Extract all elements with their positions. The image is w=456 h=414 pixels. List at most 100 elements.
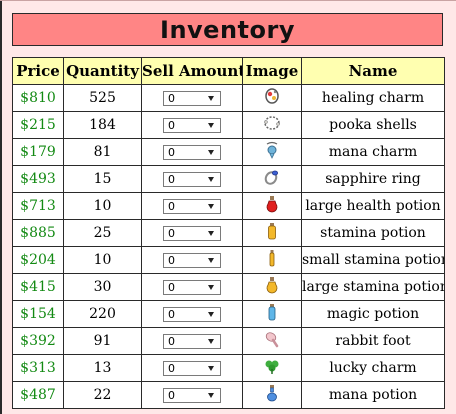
- inventory-table-body: $810 525 0 healing charm $215 184 0 pooka shell…: [12, 84, 445, 409]
- price-cell: $493: [12, 165, 64, 193]
- item-image-cell: [242, 111, 302, 139]
- dropdown-arrow-icon: [208, 311, 214, 317]
- sell-amount-select[interactable]: 0: [163, 306, 221, 322]
- price-cell: $415: [12, 273, 64, 301]
- item-name-cell: lucky charm: [301, 354, 445, 382]
- dropdown-arrow-icon: [208, 257, 214, 263]
- dropdown-arrow-icon: [208, 122, 214, 128]
- price-cell: $885: [12, 219, 64, 247]
- price-cell: $392: [12, 327, 64, 355]
- page-title: Inventory: [160, 15, 295, 44]
- quantity-cell: 30: [63, 273, 142, 301]
- table-row: $313 13 0 lucky charm: [12, 354, 445, 382]
- item-name-cell: sapphire ring: [301, 165, 445, 193]
- mana-potion-icon: [262, 383, 282, 407]
- sell-amount-value: 0: [168, 172, 175, 186]
- sell-amount-select[interactable]: 0: [163, 225, 221, 241]
- sell-amount-cell: 0: [141, 246, 243, 274]
- item-name-cell: healing charm: [301, 84, 445, 112]
- price-cell: $215: [12, 111, 64, 139]
- item-image-cell: [242, 300, 302, 328]
- item-image-cell: [242, 138, 302, 166]
- stamina-potion-icon: [262, 221, 282, 245]
- sell-amount-value: 0: [168, 145, 175, 159]
- quantity-cell: 10: [63, 246, 142, 274]
- table-row: $487 22 0 mana potion: [12, 381, 445, 409]
- inventory-title-bar: Inventory: [12, 13, 443, 46]
- window-left-border: [0, 0, 2, 414]
- sell-amount-value: 0: [168, 361, 175, 375]
- dropdown-arrow-icon: [208, 230, 214, 236]
- sell-amount-value: 0: [168, 253, 175, 267]
- sell-amount-cell: 0: [141, 219, 243, 247]
- item-image-cell: [242, 219, 302, 247]
- item-image-cell: [242, 381, 302, 409]
- item-name-cell: magic potion: [301, 300, 445, 328]
- item-name-cell: large health potion: [301, 192, 445, 220]
- item-image-cell: [242, 327, 302, 355]
- sell-amount-select[interactable]: 0: [163, 333, 221, 349]
- quantity-cell: 15: [63, 165, 142, 193]
- sell-amount-select[interactable]: 0: [163, 117, 221, 133]
- rabbit-foot-icon: [262, 329, 282, 353]
- item-name-cell: mana potion: [301, 381, 445, 409]
- sell-amount-select[interactable]: 0: [163, 90, 221, 106]
- column-header-quantity: Quantity: [63, 57, 142, 85]
- item-name-cell: large stamina potion: [301, 273, 445, 301]
- sell-amount-value: 0: [168, 199, 175, 213]
- sell-amount-select[interactable]: 0: [163, 144, 221, 160]
- sell-amount-value: 0: [168, 91, 175, 105]
- column-header-price: Price: [12, 57, 64, 85]
- table-row: $392 91 0 rabbit foot: [12, 327, 445, 355]
- sapphire-ring-icon: [262, 167, 282, 191]
- sell-amount-select[interactable]: 0: [163, 360, 221, 376]
- sell-amount-cell: 0: [141, 273, 243, 301]
- quantity-cell: 91: [63, 327, 142, 355]
- sell-amount-value: 0: [168, 334, 175, 348]
- table-row: $885 25 0 stamina potion: [12, 219, 445, 247]
- quantity-cell: 13: [63, 354, 142, 382]
- mana-charm-icon: [262, 140, 282, 164]
- item-image-cell: [242, 165, 302, 193]
- table-row: $810 525 0 healing charm: [12, 84, 445, 112]
- item-image-cell: [242, 192, 302, 220]
- sell-amount-cell: 0: [141, 138, 243, 166]
- lucky-charm-icon: [262, 356, 282, 380]
- sell-amount-select[interactable]: 0: [163, 171, 221, 187]
- sell-amount-select[interactable]: 0: [163, 198, 221, 214]
- item-image-cell: [242, 246, 302, 274]
- item-name-cell: pooka shells: [301, 111, 445, 139]
- sell-amount-select[interactable]: 0: [163, 279, 221, 295]
- sell-amount-cell: 0: [141, 192, 243, 220]
- sell-amount-cell: 0: [141, 354, 243, 382]
- sell-amount-select[interactable]: 0: [163, 252, 221, 268]
- table-row: $204 10 0 small stamina potion: [12, 246, 445, 274]
- sell-amount-select[interactable]: 0: [163, 387, 221, 403]
- window-top-border: [0, 0, 456, 1]
- small-stamina-potion-icon: [262, 248, 282, 272]
- price-cell: $810: [12, 84, 64, 112]
- table-row: $493 15 0 sapphire ring: [12, 165, 445, 193]
- table-row: $415 30 0 large stamina potion: [12, 273, 445, 301]
- healing-charm-icon: [262, 86, 282, 110]
- item-name-cell: rabbit foot: [301, 327, 445, 355]
- dropdown-arrow-icon: [208, 149, 214, 155]
- sell-amount-value: 0: [168, 118, 175, 132]
- item-name-cell: mana charm: [301, 138, 445, 166]
- dropdown-arrow-icon: [208, 392, 214, 398]
- sell-amount-value: 0: [168, 280, 175, 294]
- dropdown-arrow-icon: [208, 176, 214, 182]
- sell-amount-cell: 0: [141, 300, 243, 328]
- quantity-cell: 25: [63, 219, 142, 247]
- column-header-name: Name: [301, 57, 445, 85]
- price-cell: $204: [12, 246, 64, 274]
- sell-amount-cell: 0: [141, 111, 243, 139]
- quantity-cell: 10: [63, 192, 142, 220]
- sell-amount-value: 0: [168, 307, 175, 321]
- quantity-cell: 22: [63, 381, 142, 409]
- sell-amount-cell: 0: [141, 381, 243, 409]
- table-row: $215 184 0 pooka shells: [12, 111, 445, 139]
- large-health-potion-icon: [262, 194, 282, 218]
- quantity-cell: 184: [63, 111, 142, 139]
- inventory-table: Price Quantity Sell Amount Image Name $8…: [12, 57, 445, 409]
